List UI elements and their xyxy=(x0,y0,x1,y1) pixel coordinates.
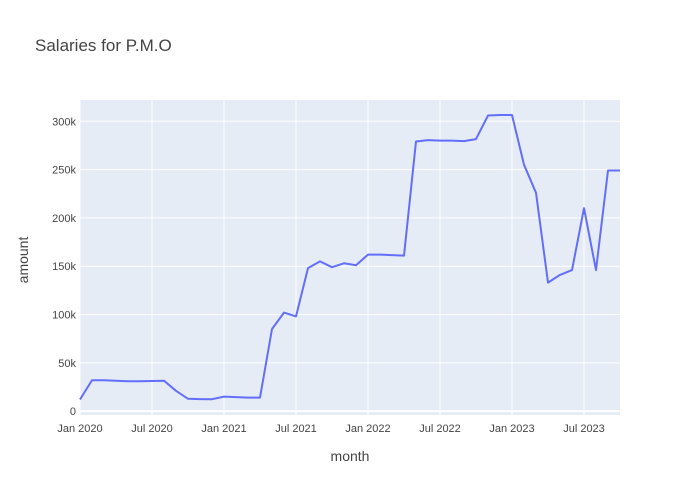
series-line xyxy=(79,114,620,401)
y-tick-label: 300k xyxy=(52,116,76,128)
y-tick-label: 100k xyxy=(52,310,76,322)
x-tick-label: Jul 2023 xyxy=(563,423,605,435)
x-gridlines xyxy=(79,100,585,415)
plot-area xyxy=(80,100,620,415)
x-tick-label: Jan 2023 xyxy=(489,423,534,435)
x-tick-label: Jul 2021 xyxy=(275,423,317,435)
y-tick-label: 250k xyxy=(52,165,76,177)
x-tick-label: Jan 2021 xyxy=(201,423,246,435)
x-tick-label: Jan 2020 xyxy=(57,423,102,435)
y-tick-label: 150k xyxy=(52,261,76,273)
y-tick-labels: 0 50k 100k 150k 200k 250k 300k xyxy=(52,116,76,418)
x-tick-labels: Jan 2020 Jul 2020 Jan 2021 Jul 2021 Jan 2022… xyxy=(57,423,604,435)
y-gridlines xyxy=(80,120,620,413)
x-tick-label: Jul 2022 xyxy=(419,423,461,435)
y-tick-label: 50k xyxy=(58,358,76,370)
y-tick-label: 0 xyxy=(70,406,76,418)
x-tick-label: Jan 2022 xyxy=(345,423,390,435)
chart-title: Salaries for P.M.O xyxy=(35,36,172,55)
x-tick-label: Jul 2020 xyxy=(131,423,173,435)
y-axis-label: amount xyxy=(15,237,31,284)
y-tick-label: 200k xyxy=(52,213,76,225)
x-axis-label: month xyxy=(331,448,370,464)
